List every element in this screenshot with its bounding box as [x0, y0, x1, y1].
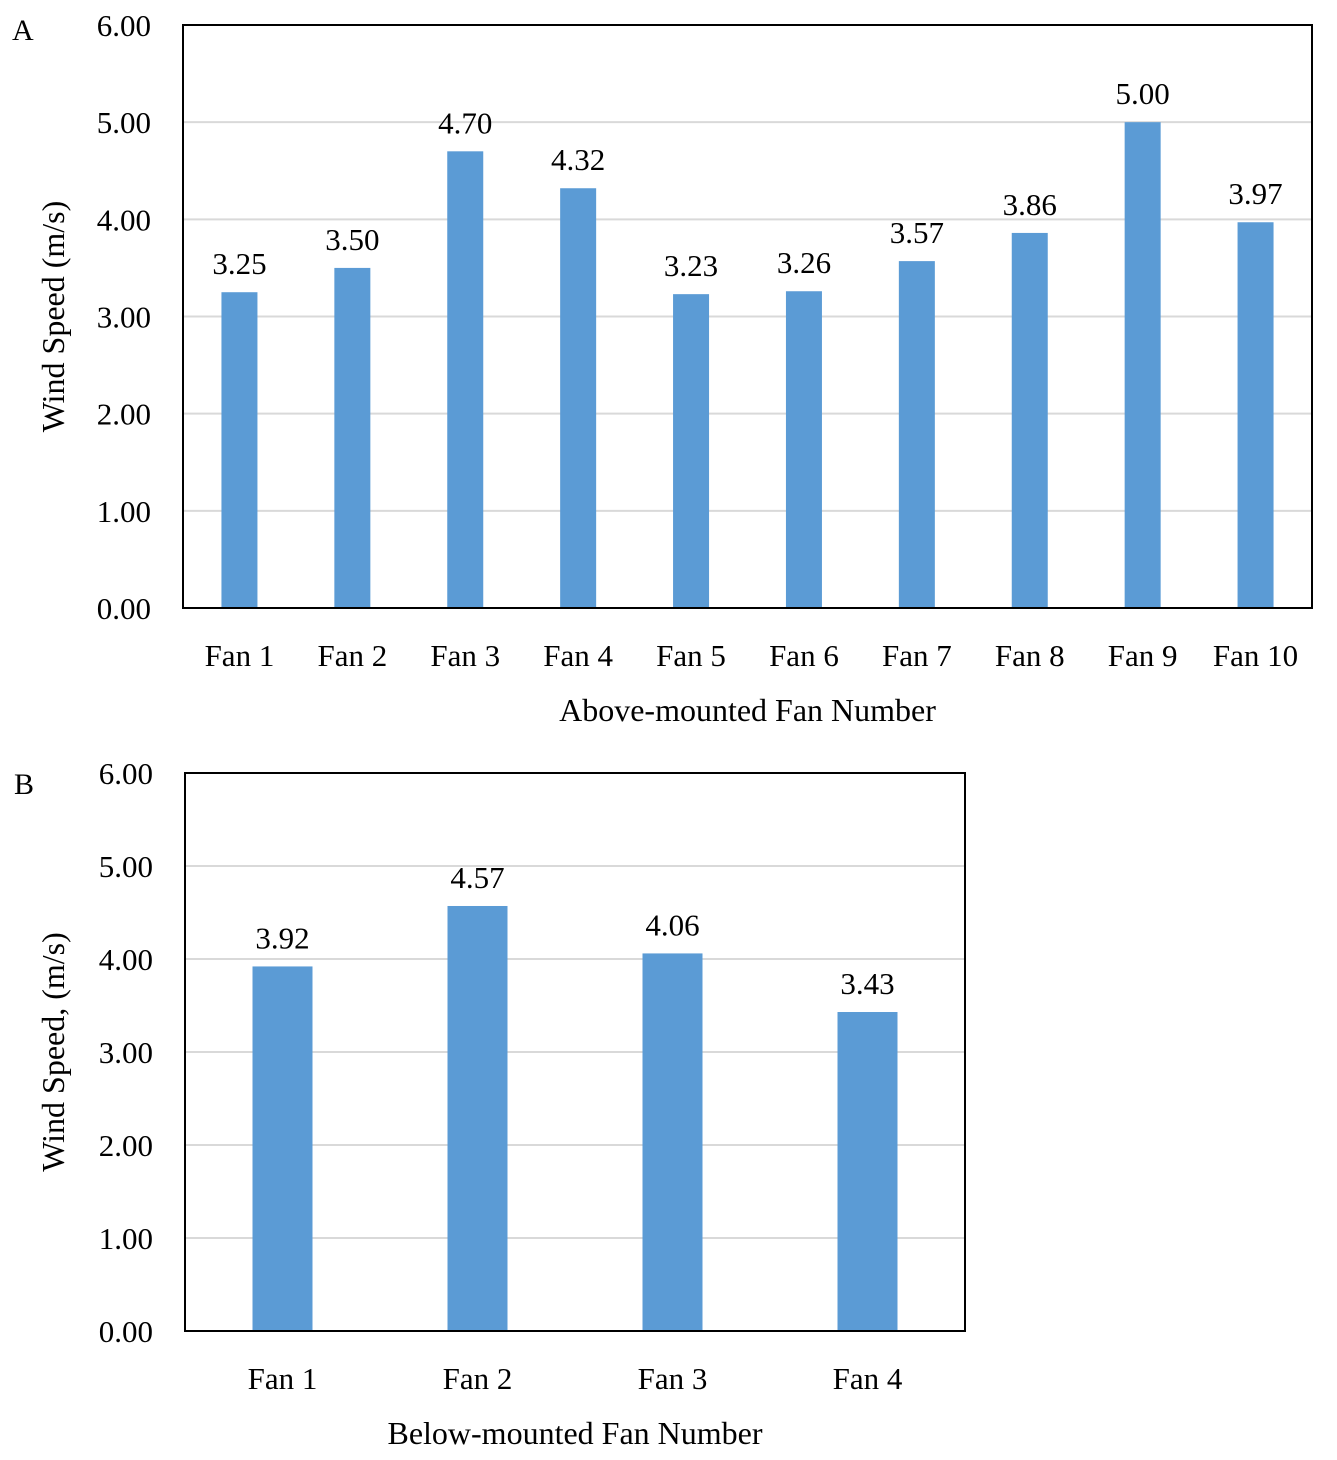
y-tick-label: 1.00: [99, 1221, 153, 1256]
x-tick-label: Fan 3: [430, 638, 500, 673]
x-tick-label: Fan 4: [833, 1361, 903, 1396]
bar: [221, 292, 258, 608]
data-label: 3.97: [1228, 176, 1282, 211]
panel-label-a: A: [12, 14, 34, 47]
plot-frame: [182, 24, 1313, 609]
data-label: 3.23: [664, 248, 718, 283]
data-label: 3.26: [777, 245, 831, 280]
data-label: 3.86: [1003, 187, 1057, 222]
y-tick-label: 6.00: [99, 756, 153, 791]
y-tick-label: 3.00: [97, 300, 151, 335]
plot-frame: [184, 772, 966, 1332]
data-label: 4.57: [450, 860, 504, 895]
data-label: 3.43: [840, 966, 894, 1001]
x-tick-label: Fan 7: [882, 638, 952, 673]
y-tick-label: 3.00: [99, 1035, 153, 1070]
data-label: 4.32: [551, 142, 605, 177]
data-label: 3.25: [212, 246, 266, 281]
x-tick-label: Fan 2: [443, 1361, 513, 1396]
bar: [447, 905, 508, 1331]
data-label: 5.00: [1116, 76, 1170, 111]
y-tick-label: 0.00: [97, 591, 151, 626]
bar: [785, 291, 822, 608]
bar: [1124, 122, 1161, 609]
y-tick-label: 0.00: [99, 1314, 153, 1349]
chart-b: 3.92 Fan 1 4.57 Fan 2 4.06 Fan 3 3.43 Fan 4 0.00…: [35, 756, 966, 1451]
y-tick-label: 1.00: [97, 494, 151, 529]
x-tick-label: Fan 10: [1213, 638, 1298, 673]
y-axis-title: Wind Speed (m/s): [35, 201, 71, 433]
bar: [1237, 222, 1274, 608]
chart-a: 3.25 Fan 1 3.50 Fan 2 4.70 Fan 3 4.32 Fan 4 3.23…: [35, 8, 1313, 728]
y-axis-title: Wind Speed, (m/s): [35, 932, 71, 1172]
x-tick-label: Fan 9: [1108, 638, 1178, 673]
bar: [560, 188, 597, 609]
x-tick-label: Fan 2: [317, 638, 387, 673]
bar: [898, 261, 935, 608]
x-tick-label: Fan 1: [205, 638, 275, 673]
bar: [334, 267, 371, 608]
bar: [642, 953, 703, 1331]
data-label: 3.50: [325, 222, 379, 257]
x-tick-label: Fan 4: [543, 638, 613, 673]
bar: [837, 1012, 898, 1331]
data-label: 4.06: [645, 907, 699, 942]
bar: [1011, 232, 1048, 609]
y-tick-label: 2.00: [97, 397, 151, 432]
bar: [252, 966, 313, 1331]
x-tick-label: Fan 6: [769, 638, 839, 673]
y-tick-label: 5.00: [99, 849, 153, 884]
bar: [447, 151, 484, 609]
x-axis-title: Below-mounted Fan Number: [387, 1415, 762, 1451]
x-tick-label: Fan 1: [248, 1361, 318, 1396]
bar: [673, 294, 710, 608]
x-tick-label: Fan 5: [656, 638, 726, 673]
y-tick-label: 4.00: [97, 202, 151, 237]
x-tick-label: Fan 3: [638, 1361, 708, 1396]
y-tick-label: 6.00: [97, 8, 151, 43]
y-tick-label: 5.00: [97, 105, 151, 140]
x-axis-title: Above-mounted Fan Number: [559, 692, 936, 728]
y-tick-label: 4.00: [99, 942, 153, 977]
panel-label-b: B: [14, 768, 35, 801]
data-label: 3.92: [255, 920, 309, 955]
data-label: 4.70: [438, 105, 492, 140]
y-tick-label: 2.00: [99, 1128, 153, 1163]
x-tick-label: Fan 8: [995, 638, 1065, 673]
data-label: 3.57: [890, 215, 944, 250]
